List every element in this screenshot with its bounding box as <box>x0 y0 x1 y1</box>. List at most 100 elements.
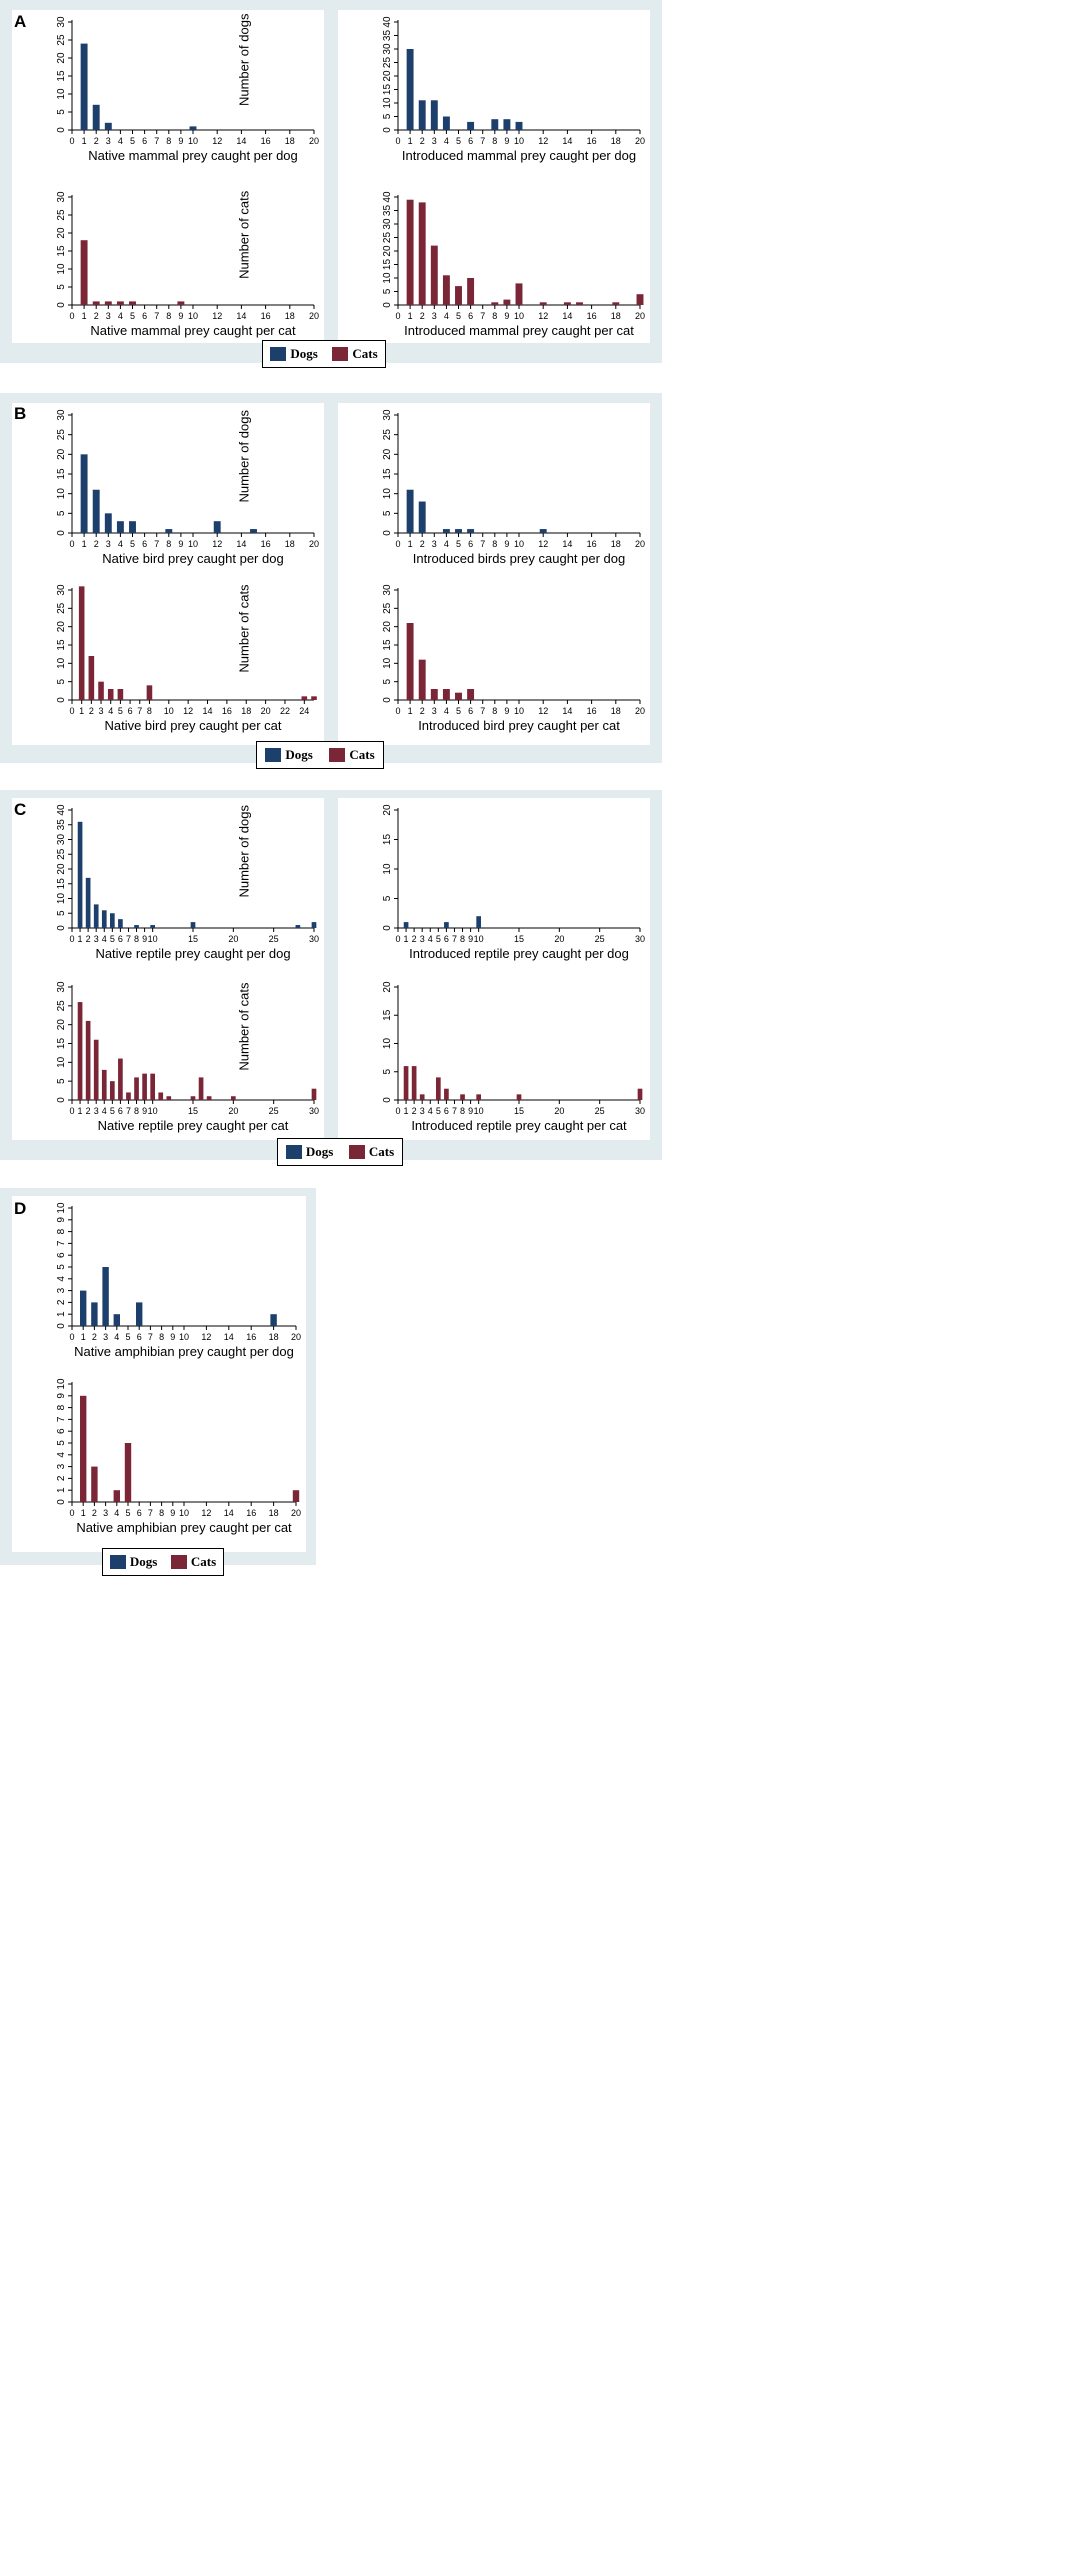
legend-dogs-label: Dogs <box>305 1144 334 1159</box>
bar <box>250 529 257 533</box>
x-tick-label: 2 <box>420 539 425 549</box>
x-tick-label: 4 <box>118 136 123 146</box>
x-tick-label: 4 <box>108 706 113 716</box>
x-tick-label: 6 <box>444 934 449 944</box>
x-tick-label: 12 <box>201 1332 211 1342</box>
y-tick-label: 40 <box>382 16 393 28</box>
x-tick-label: 9 <box>504 311 509 321</box>
y-tick-label: 20 <box>56 227 67 239</box>
y-tick-label: 25 <box>382 602 393 614</box>
x-tick-label: 18 <box>611 706 621 716</box>
bar <box>109 913 115 928</box>
bar <box>126 1092 131 1100</box>
bar <box>118 1058 123 1100</box>
x-tick-label: 3 <box>94 1106 99 1116</box>
x-tick-label: 14 <box>562 539 572 549</box>
y-tick-label: 10 <box>56 263 67 275</box>
bar <box>442 275 450 305</box>
y-tick-label: 20 <box>56 621 67 633</box>
y-tick-label: 15 <box>56 1038 67 1050</box>
x-tick-label: 4 <box>118 539 123 549</box>
x-tick-label: 7 <box>148 1332 153 1342</box>
y-tick-label: 0 <box>382 302 393 308</box>
y-tick-label: 10 <box>382 863 393 875</box>
legend-c: Dogs Cats <box>277 1138 403 1166</box>
x-tick-label: 5 <box>130 539 135 549</box>
y-tick-label: 8 <box>56 1404 67 1410</box>
bar <box>467 278 475 305</box>
x-tick-label: 7 <box>126 934 131 944</box>
bar <box>230 1096 236 1100</box>
x-axis-label: Native bird prey caught per cat <box>104 718 281 733</box>
panel-letter-a: A <box>14 12 27 31</box>
x-tick-label: 9 <box>170 1508 175 1518</box>
y-tick-label: 1 <box>56 1311 67 1317</box>
x-tick-label: 16 <box>587 136 597 146</box>
y-tick-label: 15 <box>382 468 393 480</box>
x-axis-label: Introduced mammal prey caught per cat <box>404 323 634 338</box>
panel-c-right-box <box>338 798 650 1140</box>
y-tick-label: 20 <box>382 70 393 82</box>
y-tick-label: 5 <box>382 678 393 684</box>
x-tick-label: 0 <box>395 706 400 716</box>
x-tick-label: 6 <box>128 706 133 716</box>
y-axis-label: Number of dogs <box>237 805 252 898</box>
y-tick-label: 5 <box>56 284 67 290</box>
x-tick-label: 6 <box>137 1332 142 1342</box>
x-tick-label: 5 <box>456 136 461 146</box>
x-tick-label: 0 <box>395 1106 400 1116</box>
x-tick-label: 20 <box>635 311 645 321</box>
x-tick-label: 20 <box>309 311 319 321</box>
bar <box>129 521 136 533</box>
x-tick-label: 18 <box>285 539 295 549</box>
y-tick-label: 15 <box>382 259 393 271</box>
x-tick-label: 1 <box>82 539 87 549</box>
dogs-swatch <box>285 1145 302 1159</box>
legend-dogs: Dogs <box>270 346 318 362</box>
x-tick-label: 9 <box>504 706 509 716</box>
legend-cats: Cats <box>170 1554 216 1570</box>
bar <box>515 121 523 130</box>
x-tick-label: 5 <box>130 136 135 146</box>
y-tick-label: 0 <box>382 925 393 931</box>
bar <box>411 1066 417 1100</box>
x-tick-label: 7 <box>480 706 485 716</box>
x-tick-label: 5 <box>125 1508 130 1518</box>
x-tick-label: 14 <box>236 539 246 549</box>
y-tick-label: 5 <box>382 113 393 119</box>
y-tick-label: 30 <box>56 409 67 421</box>
y-axis-label: Number of dogs <box>237 410 252 503</box>
cats-swatch <box>348 1145 365 1159</box>
y-tick-label: 0 <box>56 697 67 703</box>
x-tick-label: 0 <box>69 136 74 146</box>
bar <box>93 1039 99 1100</box>
bar <box>104 122 112 130</box>
x-tick-label: 4 <box>444 311 449 321</box>
x-tick-label: 7 <box>154 311 159 321</box>
x-tick-label: 20 <box>635 706 645 716</box>
y-tick-label: 40 <box>382 191 393 203</box>
y-tick-label: 0 <box>56 1499 67 1505</box>
y-tick-label: 5 <box>56 1264 67 1270</box>
bar <box>612 302 620 305</box>
y-tick-label: 30 <box>56 191 67 203</box>
x-tick-label: 20 <box>554 934 564 944</box>
y-tick-label: 10 <box>382 1038 393 1050</box>
y-tick-label: 5 <box>382 288 393 294</box>
x-tick-label: 2 <box>92 1332 97 1342</box>
x-tick-label: 8 <box>166 311 171 321</box>
bar <box>206 1096 212 1100</box>
bar <box>444 922 449 928</box>
bar <box>80 1395 87 1502</box>
x-tick-label: 7 <box>480 136 485 146</box>
x-tick-label: 24 <box>299 706 309 716</box>
x-tick-label: 16 <box>587 539 597 549</box>
y-tick-label: 35 <box>382 30 393 42</box>
x-tick-label: 9 <box>142 934 147 944</box>
x-tick-label: 14 <box>562 136 572 146</box>
bar <box>113 1490 120 1502</box>
y-tick-label: 1 <box>56 1487 67 1493</box>
bar <box>189 126 197 130</box>
